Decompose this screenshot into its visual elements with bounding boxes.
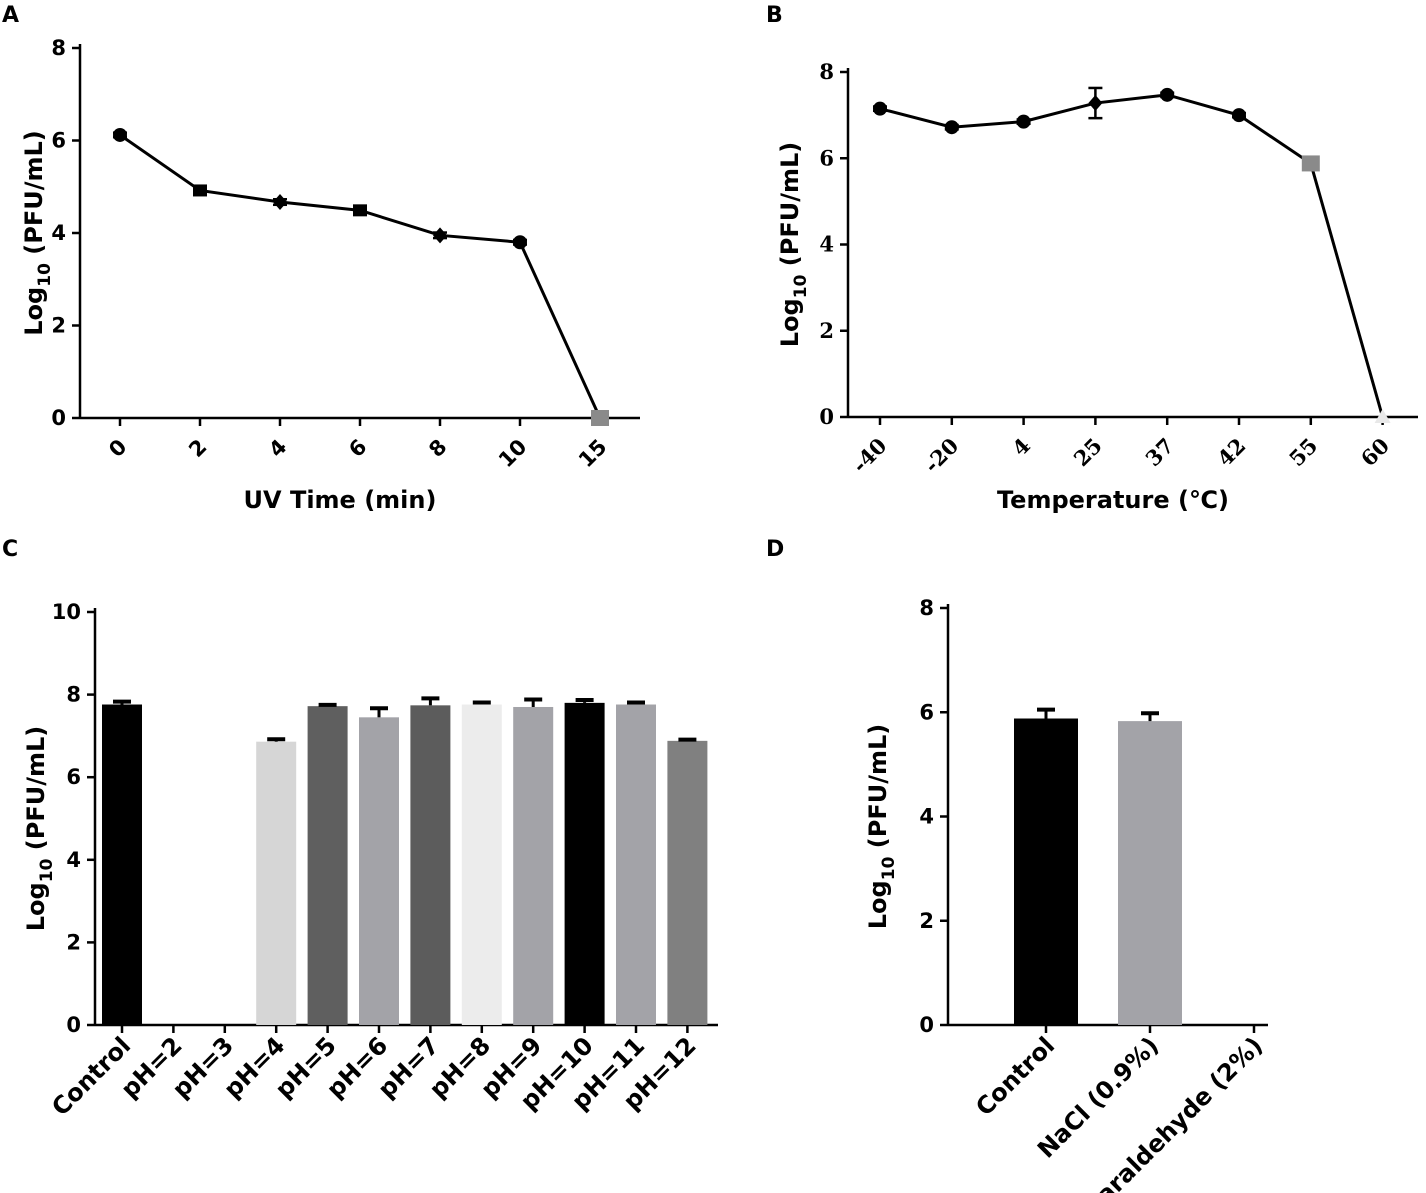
x-tick-label: 37 [1140, 433, 1178, 471]
data-point-marker [873, 101, 887, 116]
x-tick-label: 8 [424, 435, 451, 462]
bar [256, 741, 297, 1025]
y-axis-label: Log10 (PFU/mL) [776, 142, 811, 347]
x-tick-label: 0 [104, 435, 131, 462]
y-tick-label: 2 [819, 318, 834, 343]
data-point-marker [273, 194, 287, 211]
x-tick-label: 10 [494, 435, 532, 473]
data-point-marker [1160, 87, 1175, 102]
data-point-marker [1301, 155, 1320, 172]
panel-label-c: C [2, 537, 18, 562]
y-tick-label: 0 [66, 1013, 81, 1037]
y-tick-label: 6 [66, 765, 81, 789]
x-tick-label: 42 [1212, 433, 1250, 471]
y-tick-label: 6 [819, 145, 834, 170]
y-axis-label: Log10 (PFU/mL) [22, 726, 57, 931]
data-point-marker [591, 410, 609, 426]
y-tick-label: 6 [919, 700, 934, 724]
x-axis-label: Temperature (℃) [997, 486, 1229, 514]
data-point-marker [1088, 95, 1103, 112]
y-tick-label: 4 [66, 848, 81, 872]
y-tick-label: 0 [819, 404, 834, 429]
data-point-marker [433, 227, 447, 244]
y-tick-label: 2 [919, 909, 934, 933]
y-tick-label: 10 [52, 600, 81, 624]
chart-uv-time: 0 2 4 6 8 0 2 4 6 8 10 15 UV Time (min) Log10 (PFU/mL… [20, 36, 640, 514]
bar [1014, 718, 1078, 1025]
x-tick-label: -20 [919, 433, 964, 478]
y-tick-label: 2 [51, 314, 66, 338]
chart-temperature: 0 2 4 6 8 -40 -20 4 25 37 42 55 60 Temperature (℃) Log… [776, 59, 1418, 514]
bar [461, 704, 502, 1025]
y-tick-label: 6 [51, 129, 66, 153]
data-point-marker [1016, 114, 1031, 129]
x-tick-label: 25 [1069, 433, 1107, 471]
x-tick-label: 2 [184, 435, 211, 462]
series-line [119, 133, 602, 419]
data-point-marker [353, 204, 367, 217]
bar [102, 704, 142, 1025]
x-tick-label: 55 [1284, 433, 1322, 471]
data-point-marker [1232, 108, 1246, 123]
bar [410, 705, 451, 1025]
y-tick-label: 8 [51, 36, 66, 60]
x-tick-label: 4 [1007, 433, 1035, 461]
y-tick-label: 0 [919, 1013, 934, 1037]
bar [1118, 721, 1182, 1025]
bar [359, 717, 399, 1025]
x-tick-label: 6 [344, 435, 371, 462]
panel-label-a: A [2, 3, 19, 28]
x-tick-label: -40 [847, 433, 892, 478]
y-tick-label: 4 [51, 221, 66, 245]
bar [307, 706, 348, 1025]
data-point-marker [193, 184, 207, 197]
data-point-marker [113, 127, 127, 142]
data-point-marker [1374, 409, 1391, 423]
y-tick-label: 8 [66, 683, 81, 707]
bar [513, 706, 554, 1025]
y-tick-label: 4 [919, 805, 934, 829]
data-point-marker [944, 120, 959, 135]
x-tick-label: Control [970, 1031, 1060, 1121]
y-axis-label: Log10 (PFU/mL) [20, 130, 55, 335]
y-axis-label: Log10 (PFU/mL) [864, 724, 899, 929]
y-tick-label: 8 [919, 596, 934, 620]
y-tick-label: 4 [819, 232, 834, 257]
x-tick-label: 60 [1356, 433, 1394, 471]
x-axis-label: UV Time (min) [244, 486, 437, 514]
panel-label-b: B [766, 3, 783, 28]
bar [564, 702, 605, 1025]
chart-ph: 0246810ControlpH=2pH=3pH=4pH=5pH=6pH=7pH… [22, 600, 718, 1121]
y-tick-label: 8 [819, 59, 834, 84]
panel-label-d: D [766, 537, 784, 562]
bar [667, 740, 708, 1025]
data-point-marker [513, 235, 527, 250]
x-tick-label: 15 [574, 435, 612, 473]
x-tick-label: 4 [264, 435, 291, 462]
series-line [879, 93, 1385, 418]
y-tick-label: 0 [51, 406, 66, 430]
bar [616, 704, 656, 1025]
y-tick-label: 2 [66, 930, 81, 954]
